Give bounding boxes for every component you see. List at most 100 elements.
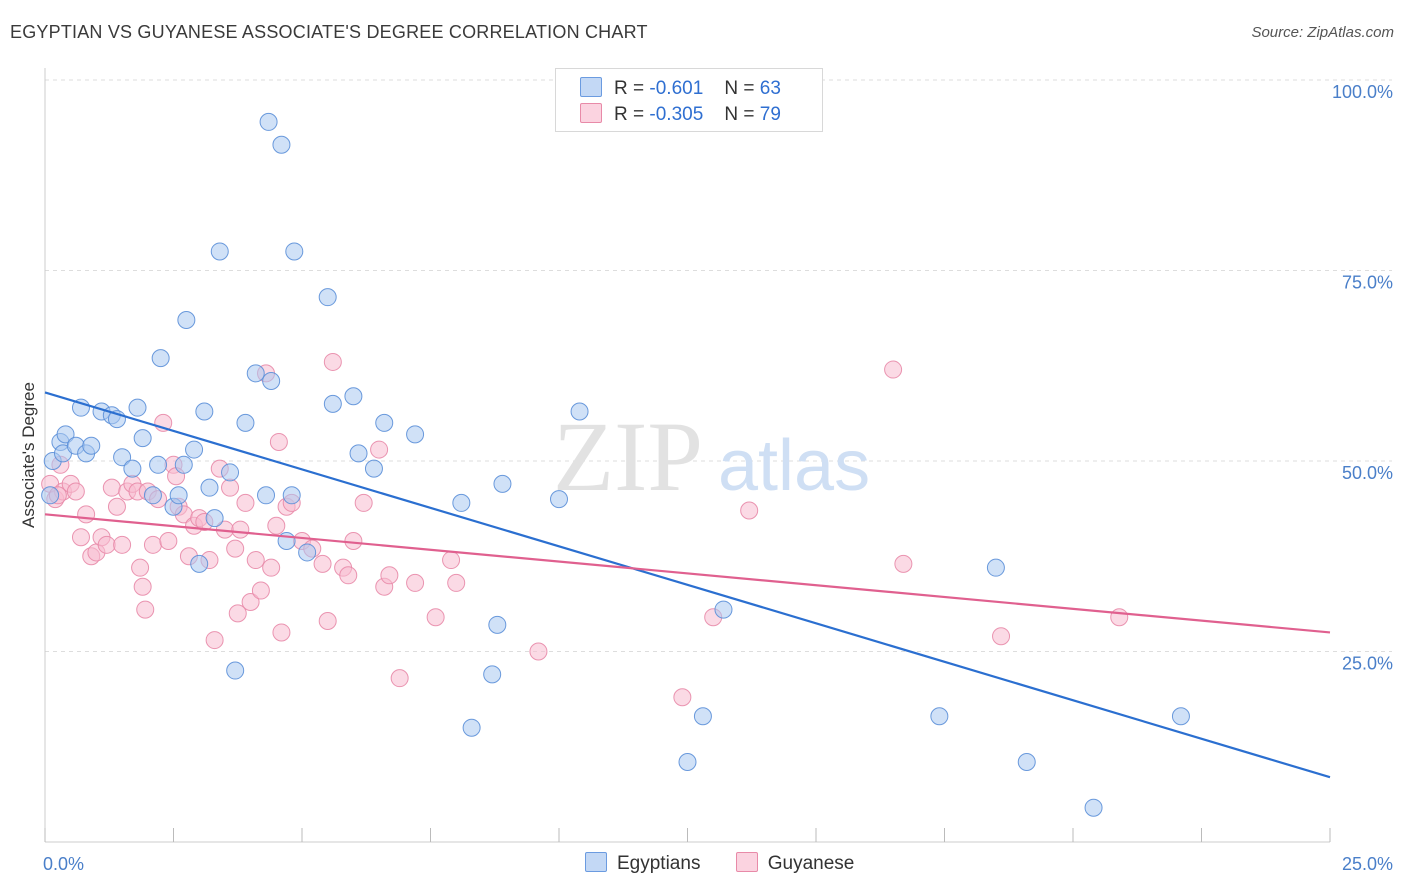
guyanese-point bbox=[133, 577, 152, 596]
egyptian-point bbox=[151, 349, 170, 368]
guyanese-point bbox=[884, 360, 903, 379]
egyptian-point bbox=[56, 425, 75, 444]
egyptian-point bbox=[226, 661, 245, 680]
guyanese-point bbox=[529, 642, 548, 661]
guyanese-point bbox=[113, 535, 132, 554]
trend-lines bbox=[44, 391, 1331, 779]
guyanese-point bbox=[894, 554, 913, 573]
guyanese-point bbox=[406, 573, 425, 592]
legend-item-egyptians[interactable]: Egyptians bbox=[585, 852, 700, 875]
egyptian-point bbox=[344, 387, 363, 406]
guyanese-point bbox=[1110, 608, 1129, 627]
egyptian-point bbox=[113, 448, 132, 467]
egyptian-point bbox=[452, 493, 471, 512]
egyptian-point bbox=[323, 394, 342, 413]
guyanese-point bbox=[740, 501, 759, 520]
egyptian-point bbox=[210, 242, 229, 261]
egyptian-point bbox=[364, 459, 383, 478]
guyanese-point bbox=[159, 532, 178, 551]
egyptian-point bbox=[185, 440, 204, 459]
x-tick-label: 25.0% bbox=[1342, 854, 1393, 874]
series-legend: Egyptians Guyanese bbox=[585, 852, 884, 875]
egyptian-point bbox=[298, 543, 317, 562]
y-tick-label: 50.0% bbox=[1342, 463, 1393, 483]
egyptians-swatch bbox=[580, 77, 602, 97]
guyanese-point bbox=[269, 432, 288, 451]
egyptian-point bbox=[1171, 707, 1190, 726]
guyanese-point bbox=[339, 566, 358, 585]
egyptian-point bbox=[488, 615, 507, 634]
n-value: 79 bbox=[759, 104, 781, 125]
egyptian-point bbox=[257, 486, 276, 505]
egyptian-point bbox=[169, 486, 188, 505]
egyptian-point bbox=[986, 558, 1005, 577]
egyptian-point bbox=[200, 478, 219, 497]
guyanese-point bbox=[97, 535, 116, 554]
egyptian-point bbox=[375, 413, 394, 432]
guyanese-point bbox=[231, 520, 250, 539]
r-label: R = bbox=[614, 104, 645, 125]
guyanese-point bbox=[77, 505, 96, 524]
guyanese-swatch bbox=[580, 103, 602, 123]
y-tick-label: 75.0% bbox=[1342, 273, 1393, 293]
guyanese-point bbox=[442, 551, 461, 570]
guyanese-point bbox=[447, 573, 466, 592]
guyanese-point bbox=[251, 581, 270, 600]
egyptian-point bbox=[246, 364, 265, 383]
guyanese-point bbox=[318, 612, 337, 631]
guyanese-point bbox=[354, 493, 373, 512]
watermark-atlas: atlas bbox=[718, 426, 870, 506]
egyptian-point bbox=[190, 554, 209, 573]
egyptian-point bbox=[1084, 798, 1103, 817]
guyanese-point bbox=[246, 551, 265, 570]
egyptian-point bbox=[195, 402, 214, 421]
egyptian-point bbox=[282, 486, 301, 505]
guyanese-point bbox=[262, 558, 281, 577]
n-label: N = bbox=[724, 78, 755, 99]
legend-row-egyptians: R = -0.601 N = 63 bbox=[580, 77, 781, 99]
r-value: -0.305 bbox=[649, 104, 704, 125]
guyanese-point bbox=[136, 600, 155, 619]
guyanese-point bbox=[131, 558, 150, 577]
guyanese-point bbox=[221, 478, 240, 497]
source-credit: Source: ZipAtlas.com bbox=[1251, 24, 1394, 41]
egyptian-point bbox=[714, 600, 733, 619]
guyanese-point bbox=[66, 482, 85, 501]
guyanese-point bbox=[344, 532, 363, 551]
guyanese-point bbox=[313, 554, 332, 573]
egyptian-point bbox=[285, 242, 304, 261]
legend-item-guyanese[interactable]: Guyanese bbox=[735, 852, 854, 875]
guyanese-trend-line bbox=[44, 513, 1331, 634]
y-tick-label: 100.0% bbox=[1332, 82, 1393, 102]
egyptian-point bbox=[678, 752, 697, 771]
guyanese-point bbox=[236, 493, 255, 512]
egyptian-point bbox=[349, 444, 368, 463]
egyptian-point bbox=[236, 413, 255, 432]
guyanese-point bbox=[323, 352, 342, 371]
y-axis-label: Associate's Degree bbox=[19, 382, 38, 528]
n-value: 63 bbox=[759, 78, 781, 99]
egyptian-point bbox=[174, 455, 193, 474]
guyanese-point bbox=[380, 566, 399, 585]
guyanese-point bbox=[143, 535, 162, 554]
guyanese-point bbox=[226, 539, 245, 558]
n-label: N = bbox=[724, 104, 755, 125]
egyptian-point bbox=[143, 486, 162, 505]
egyptian-point bbox=[462, 718, 481, 737]
guyanese-point bbox=[205, 631, 224, 650]
legend-label-egyptians: Egyptians bbox=[617, 853, 701, 874]
guyanese-point bbox=[102, 478, 121, 497]
axes bbox=[44, 68, 1331, 843]
egyptian-point bbox=[1017, 752, 1036, 771]
egyptian-point bbox=[318, 288, 337, 307]
gridlines bbox=[45, 79, 1392, 652]
guyanese-point bbox=[673, 688, 692, 707]
r-value: -0.601 bbox=[649, 78, 704, 99]
egyptian-point bbox=[262, 371, 281, 390]
egyptian-points bbox=[41, 112, 1190, 817]
egyptian-point bbox=[177, 311, 196, 330]
egyptian-point bbox=[483, 665, 502, 684]
egyptian-point bbox=[128, 398, 147, 417]
egyptian-trend-line bbox=[44, 391, 1331, 779]
